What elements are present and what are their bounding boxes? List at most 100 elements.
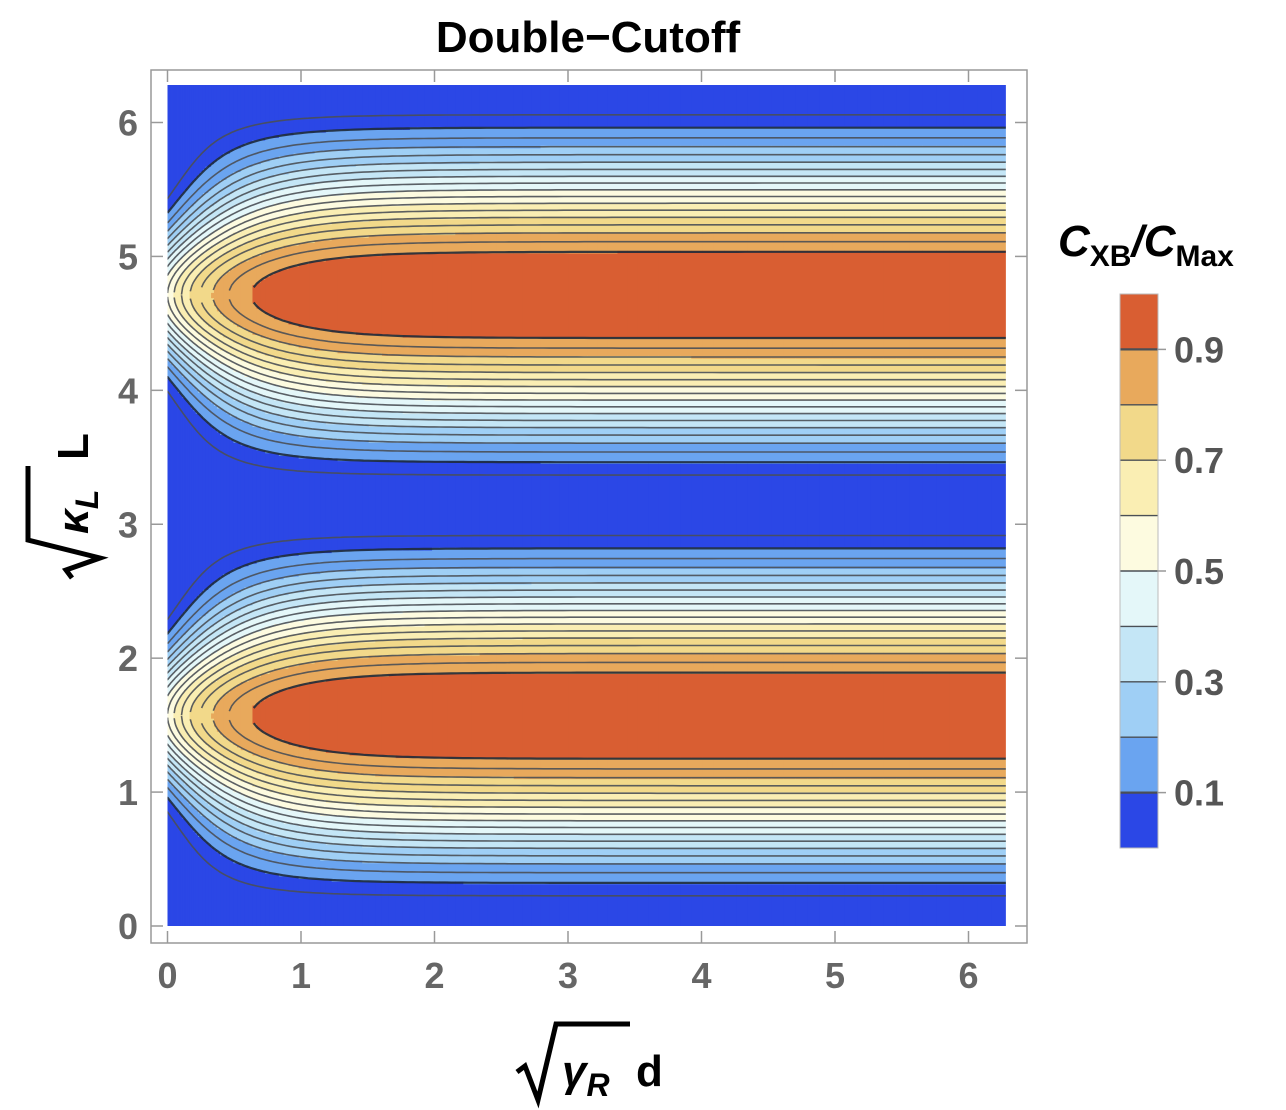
contour-cell (184, 610, 187, 635)
contour-cell (191, 804, 195, 830)
contour-cell (522, 337, 533, 356)
contour-cell (617, 126, 629, 146)
contour-cell (216, 407, 221, 433)
contour-cell (702, 442, 715, 464)
contour-cell (355, 237, 363, 257)
contour-cell (309, 647, 316, 664)
contour-cell (211, 846, 215, 926)
contour-cell (771, 442, 784, 464)
contour-cell (669, 463, 681, 548)
contour-cell (658, 442, 671, 464)
contour-cell (896, 442, 911, 464)
contour-cell (362, 221, 370, 238)
contour-cell (936, 126, 951, 146)
contour-cell (487, 568, 498, 585)
contour-cell (531, 337, 542, 356)
contour-cell (479, 775, 489, 793)
contour-cell (587, 252, 599, 338)
contour-cell (233, 147, 238, 173)
contour-cell (922, 442, 937, 464)
contour-cell (368, 85, 376, 130)
contour-cell (184, 85, 187, 191)
contour-cell (274, 271, 280, 320)
contour-cell (179, 618, 182, 638)
contour-cell (368, 568, 376, 585)
contour-cell (724, 250, 737, 338)
contour-cell (220, 313, 224, 335)
contour-cell (455, 673, 464, 759)
contour-cell (578, 126, 589, 146)
contour-cell (320, 379, 327, 393)
contour-cell (587, 883, 599, 926)
contour-cell (256, 728, 262, 756)
contour-cell (759, 85, 772, 128)
contour-cell (362, 568, 370, 585)
contour-line (180, 715, 1006, 802)
contour-cell (229, 570, 235, 596)
contour-cell (220, 255, 224, 278)
contour-cell (349, 676, 357, 756)
contour-cell (559, 883, 570, 926)
contour-cell (195, 697, 199, 735)
contour-cell (274, 318, 280, 341)
contour-cell (260, 870, 266, 926)
contour-cell (771, 673, 784, 759)
contour-cell (211, 260, 215, 293)
contour-cell (587, 231, 599, 254)
contour-cell (883, 145, 897, 162)
contour-cell (325, 239, 333, 259)
contour-cell (531, 636, 542, 653)
contour-cell (265, 452, 271, 559)
contour-cell (331, 129, 339, 152)
contour-cell (174, 287, 177, 304)
contour-cell (170, 268, 172, 320)
contour-cell (216, 852, 221, 926)
contour-cell (819, 126, 833, 146)
contour-cell (355, 147, 363, 165)
contour-cell (505, 216, 515, 233)
contour-cell (977, 85, 993, 128)
contour-cell (349, 192, 357, 207)
contour-cell (496, 757, 506, 777)
contour-cell (226, 657, 231, 675)
contour-line (212, 299, 1006, 358)
contour-cell (174, 683, 177, 709)
contour-cell (559, 337, 570, 356)
contour-cell (240, 145, 246, 170)
contour-cell (375, 179, 383, 194)
contour-cell (343, 752, 351, 774)
contour-cell (283, 555, 290, 577)
contour-cell (172, 266, 175, 325)
contour-cell (343, 258, 351, 333)
contour-cell (424, 126, 433, 149)
contour-cell (175, 704, 178, 727)
contour-cell (607, 126, 619, 146)
contour-cell (368, 442, 376, 462)
contour-cell (303, 405, 310, 422)
contour-cell (713, 145, 726, 162)
contour-cell (771, 883, 784, 926)
contour-cell (303, 746, 310, 769)
contour-cell (949, 126, 965, 146)
contour-cell (909, 126, 924, 146)
contour-cell (362, 773, 370, 790)
contour-cell (244, 142, 250, 167)
contour-cell (185, 689, 189, 743)
contour-cell (531, 673, 542, 759)
contour-line (167, 189, 1006, 276)
contour-cell (439, 218, 449, 236)
contour-cell (223, 694, 228, 738)
contour-cell (409, 252, 418, 338)
contour-line (167, 195, 1006, 294)
contour-cell (189, 825, 193, 926)
contour-cell (256, 676, 262, 703)
contour-cell (977, 463, 993, 548)
contour-cell (211, 297, 215, 328)
contour-cell (193, 85, 197, 180)
contour-cell (178, 392, 180, 619)
contour-cell (252, 139, 258, 165)
contour-cell (747, 846, 761, 864)
colorbar-tick-label: 0.9 (1174, 329, 1224, 370)
contour-cell (597, 145, 609, 162)
contour-cell (337, 460, 345, 551)
